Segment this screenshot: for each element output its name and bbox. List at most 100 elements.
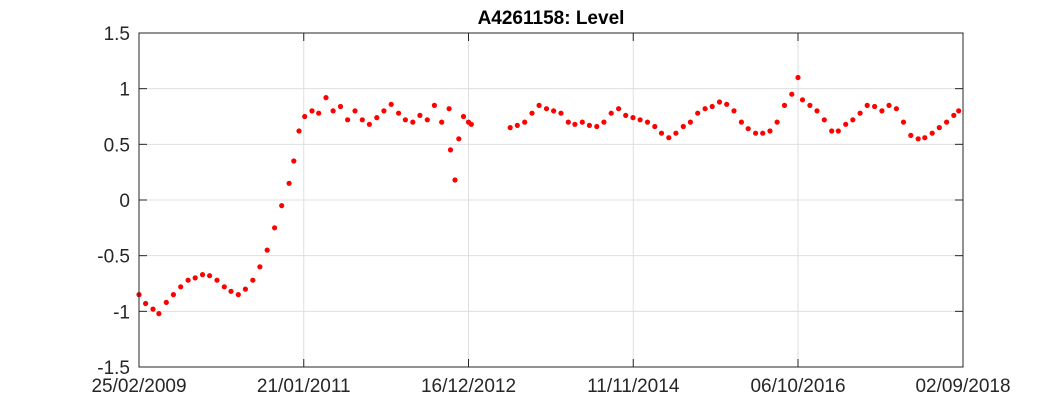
data-point: [929, 130, 935, 136]
data-point: [214, 277, 220, 283]
data-point: [302, 113, 308, 120]
data-point: [738, 119, 745, 125]
data-point: [447, 147, 454, 153]
data-point: [143, 300, 149, 307]
data-point: [507, 125, 513, 131]
data-point: [374, 115, 380, 121]
x-tick-label: 11/11/2014: [587, 376, 680, 397]
data-point: [452, 177, 458, 183]
data-point: [893, 106, 900, 112]
data-point: [864, 102, 870, 108]
data-point: [296, 128, 302, 134]
data-point: [637, 117, 643, 123]
data-point: [316, 110, 322, 116]
data-point: [352, 108, 358, 114]
data-point: [944, 119, 950, 125]
data-point: [857, 110, 863, 116]
data-point: [680, 123, 686, 130]
ticks-layer: 1.5 1 0.5 0 -0.5 -1 -1.525/02/2009 21/01/2011 16…: [91, 24, 1010, 397]
data-point: [551, 108, 557, 114]
data-point: [185, 277, 191, 283]
data-point: [716, 99, 723, 105]
data-point: [745, 126, 751, 132]
data-point: [388, 101, 394, 107]
data-point: [652, 123, 658, 130]
x-tick-label: 21/01/2011: [257, 376, 351, 397]
x-tick-label: 25/02/2009: [91, 376, 186, 397]
data-point: [221, 284, 227, 290]
data-point: [623, 112, 629, 118]
data-point: [150, 306, 156, 312]
data-point: [345, 117, 351, 123]
data-point: [529, 110, 535, 116]
data-point: [908, 132, 914, 138]
data-point: [543, 106, 550, 112]
data-point: [199, 272, 206, 278]
data-point: [879, 108, 885, 114]
data-point: [695, 110, 701, 116]
data-point: [446, 106, 452, 112]
data-point: [572, 121, 578, 127]
y-tick-label: 1: [119, 80, 130, 101]
data-point: [156, 311, 162, 317]
data-point: [468, 121, 474, 127]
data-point: [323, 95, 329, 101]
y-tick-label: -0.5: [97, 247, 130, 268]
data-point: [264, 247, 270, 253]
data-point: [272, 225, 278, 231]
data-point: [951, 112, 957, 118]
data-point: [915, 136, 921, 142]
data-point: [781, 102, 788, 108]
data-point: [673, 130, 679, 136]
data-point: [843, 121, 849, 127]
data-point: [337, 103, 344, 110]
data-point: [359, 117, 365, 123]
data-point: [250, 277, 256, 283]
x-tick-label: 16/12/2012: [421, 376, 516, 397]
data-point: [956, 108, 962, 114]
data-point: [724, 101, 730, 107]
data-point: [456, 136, 462, 142]
data-point: [850, 117, 856, 123]
data-point: [460, 113, 467, 120]
data-point: [228, 288, 234, 294]
data-point: [309, 108, 315, 114]
data-point: [579, 119, 585, 125]
data-point: [821, 117, 827, 123]
data-points: [136, 74, 962, 317]
data-point: [402, 117, 408, 123]
y-tick-label: -1.5: [97, 358, 130, 379]
data-point: [330, 108, 336, 114]
data-point: [565, 119, 571, 125]
data-point: [594, 123, 600, 130]
grid-layer: [139, 33, 963, 367]
data-point: [829, 128, 835, 134]
data-point: [558, 110, 564, 116]
data-point: [192, 275, 198, 281]
data-point: [514, 122, 520, 128]
chart-title: A4261158: Level: [478, 8, 625, 29]
data-point: [900, 119, 907, 125]
data-point: [799, 97, 806, 103]
y-tick-label: 0.5: [104, 135, 130, 156]
data-point: [366, 121, 372, 127]
data-point: [235, 292, 241, 298]
data-point: [279, 203, 285, 209]
data-point: [291, 158, 297, 164]
data-point: [396, 110, 402, 116]
x-tick-label: 02/09/2018: [915, 376, 1010, 397]
data-point: [381, 108, 387, 114]
data-point: [242, 286, 248, 292]
x-tick-label: 06/10/2016: [750, 376, 845, 397]
data-point: [936, 125, 942, 131]
data-point: [767, 128, 773, 134]
data-point: [835, 128, 841, 134]
data-point: [795, 74, 801, 81]
data-point: [608, 110, 614, 116]
data-point: [431, 102, 437, 108]
data-point: [789, 91, 795, 97]
y-tick-label: -1: [113, 302, 130, 323]
data-point: [522, 119, 528, 125]
